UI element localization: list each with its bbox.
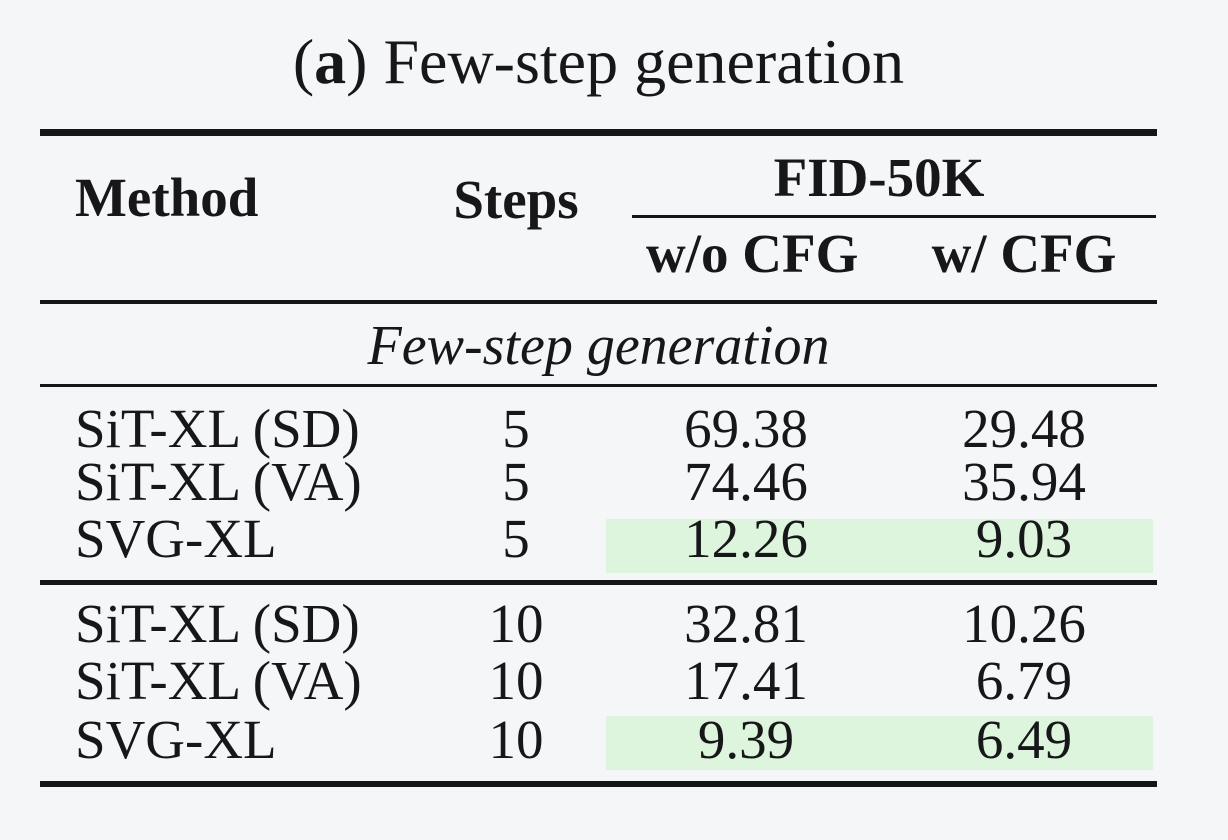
fid-w-cfg-cell: 6.49: [975, 709, 1073, 770]
fid-wo-cfg-cell: 17.41: [684, 650, 808, 711]
fid-w-cfg-cell: 6.79: [975, 650, 1073, 711]
table-rule-top: [40, 129, 1157, 136]
column-group-header-fid-50k: FID-50K: [773, 147, 985, 208]
fid-wo-cfg-cell: 32.81: [684, 593, 808, 654]
column-header-wo-cfg: w/o CFG: [646, 223, 859, 284]
fid-wo-cfg-cell: 69.38: [684, 398, 808, 459]
method-cell: SiT-XL (VA): [75, 451, 362, 512]
highlight-band-5-steps: [606, 519, 1153, 573]
fid-w-cfg-cell: 9.03: [975, 508, 1073, 569]
table-row: SiT-XL (VA) 10 17.41 6.79: [40, 650, 1157, 711]
table-row-highlighted: SVG-XL 10 9.39 6.49: [40, 709, 1157, 770]
steps-cell: 10: [488, 593, 544, 654]
table-caption: (a) Few-step generation: [40, 24, 1157, 100]
table-row: SiT-XL (SD) 10 32.81 10.26: [40, 593, 1157, 654]
results-table: Method Steps FID-50K w/o CFG w/ CFG Few-…: [40, 0, 1157, 840]
caption-index-letter: a: [314, 26, 347, 97]
method-cell: SVG-XL: [75, 508, 277, 569]
table-row: SiT-XL (VA) 5 74.46 35.94: [40, 451, 1157, 512]
fid-group-underline-rule: [632, 215, 1156, 218]
column-header-steps: Steps: [453, 169, 579, 230]
highlight-band-10-steps: [606, 716, 1153, 770]
column-header-method: Method: [75, 167, 259, 228]
steps-cell: 10: [488, 650, 544, 711]
fid-wo-cfg-cell: 74.46: [684, 451, 808, 512]
steps-cell: 5: [502, 398, 530, 459]
section-header-few-step-generation: Few-step generation: [367, 315, 830, 377]
method-cell: SiT-XL (VA): [75, 650, 362, 711]
caption-paren-close: ): [346, 26, 368, 97]
fid-w-cfg-cell: 35.94: [962, 451, 1086, 512]
table-rule-below-section: [40, 384, 1157, 387]
table-row: SiT-XL (SD) 5 69.38 29.48: [40, 398, 1157, 459]
method-cell: SiT-XL (SD): [75, 593, 360, 654]
steps-cell: 10: [488, 709, 544, 770]
table-rule-below-header: [40, 300, 1157, 304]
fid-w-cfg-cell: 29.48: [962, 398, 1086, 459]
fid-wo-cfg-cell: 9.39: [697, 709, 795, 770]
caption-paren-open: (: [292, 26, 315, 97]
table-rule-between-groups: [40, 580, 1157, 585]
method-cell: SiT-XL (SD): [75, 398, 360, 459]
table-rule-bottom: [40, 781, 1157, 787]
steps-cell: 5: [502, 451, 530, 512]
steps-cell: 5: [502, 508, 530, 569]
fid-w-cfg-cell: 10.26: [962, 593, 1086, 654]
fid-wo-cfg-cell: 12.26: [684, 508, 808, 569]
method-cell: SVG-XL: [75, 709, 277, 770]
caption-title-text: Few-step generation: [367, 26, 905, 97]
table-row-highlighted: SVG-XL 5 12.26 9.03: [40, 508, 1157, 569]
column-header-w-cfg: w/ CFG: [931, 223, 1117, 284]
